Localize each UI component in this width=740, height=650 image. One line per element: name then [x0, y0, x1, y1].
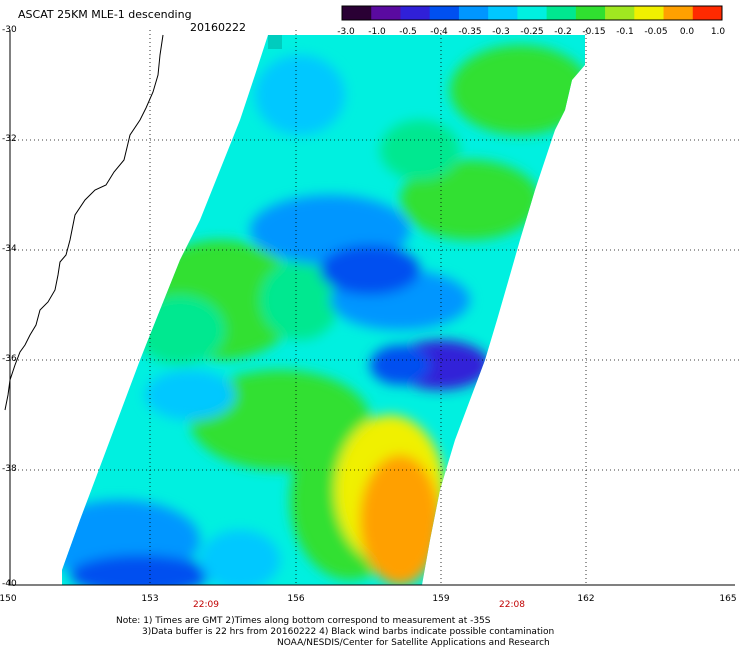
colorbar-tick-label: -0.1 [616, 27, 634, 37]
time-label: 22:08 [499, 600, 525, 610]
x-tick-label: 162 [577, 594, 595, 604]
x-tick-label: 165 [719, 594, 737, 604]
colorbar-tick-label: -0.15 [582, 27, 606, 37]
colorbar-tick-label: -1.0 [368, 27, 386, 37]
y-tick-label: -34 [2, 244, 17, 254]
note-line-3: NOAA/NESDIS/Center for Satellite Applica… [277, 638, 550, 648]
gridlines [10, 30, 740, 585]
y-tick-label: -36 [2, 354, 17, 364]
colorbar-tick-label: -0.05 [644, 27, 668, 37]
colorbar-tick-label: 0.0 [679, 27, 695, 37]
y-tick-label: -38 [2, 464, 17, 474]
colorbar-tick-label: -0.25 [520, 27, 544, 37]
x-tick-label: 150 [0, 594, 17, 604]
axes-frame [9, 30, 735, 586]
wind-swath [62, 35, 585, 585]
colorbar-swatch [400, 6, 431, 20]
y-tick-label: -30 [2, 25, 17, 35]
note-line-1: Note: 1) Times are GMT 2)Times along bot… [116, 616, 491, 626]
x-tick-label: 156 [287, 594, 305, 604]
colorbar-swatch [342, 6, 372, 20]
colorbar [341, 5, 723, 21]
colorbar-tick-label: -3.0 [337, 27, 355, 37]
map-title: ASCAT 25KM MLE-1 descending [18, 8, 192, 21]
colorbar-swatch [605, 6, 635, 20]
coastline [4, 34, 164, 411]
colorbar-tick-label: -0.3 [492, 27, 510, 37]
y-tick-label: -32 [2, 134, 17, 144]
colorbar-tick-label: -0.5 [399, 27, 417, 37]
colorbar-swatch [692, 6, 723, 20]
colorbar-tick-label: -0.35 [458, 27, 482, 37]
y-tick-label: -40 [2, 579, 17, 589]
colorbar-swatch [458, 6, 489, 20]
colorbar-tick-label: 1.0 [710, 27, 726, 37]
colorbar-swatch [517, 6, 548, 20]
x-tick-label: 159 [432, 594, 450, 604]
colorbar-swatch [663, 6, 694, 20]
time-label: 22:09 [193, 600, 219, 610]
colorbar-swatch [488, 6, 518, 20]
colorbar-tick-label: -0.4 [430, 27, 448, 37]
note-line-2: 3)Data buffer is 22 hrs from 20160222 4)… [142, 627, 555, 637]
map-date: 20160222 [190, 21, 246, 34]
colorbar-swatch [634, 6, 665, 20]
colorbar-tick-label: -0.2 [554, 27, 572, 37]
colorbar-swatch [429, 6, 460, 20]
colorbar-swatch [575, 6, 606, 20]
x-tick-label: 153 [141, 594, 159, 604]
colorbar-swatch [546, 6, 577, 20]
colorbar-swatch [371, 6, 401, 20]
